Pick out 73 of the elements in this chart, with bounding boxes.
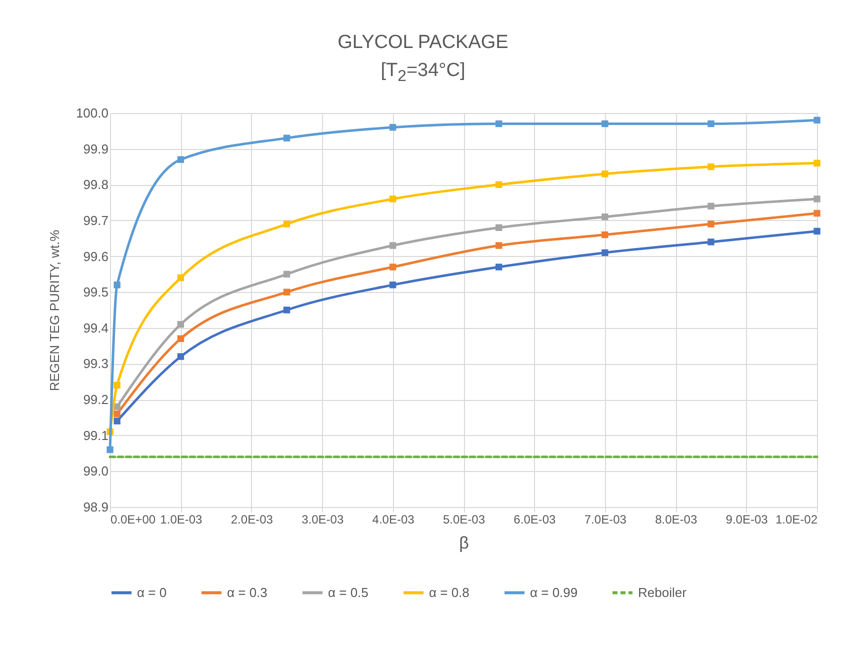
point [708,163,714,170]
point [495,120,502,128]
legend-label: α = 0.8 [429,584,470,600]
point [389,196,396,202]
point [389,124,396,131]
x-tick-label: 5.0E-03 [442,512,486,526]
point [114,382,120,389]
x-tick-label: 3.0E-03 [302,512,344,526]
point [283,270,290,278]
point [708,202,714,210]
point [389,282,396,288]
point [495,181,502,188]
point [283,306,290,314]
y-tick-label: 99.5 [83,284,108,300]
x-tick-label: 9.0E-03 [726,512,768,526]
point [602,214,608,220]
x-tick-label: 4.0E-03 [372,512,415,526]
x-tick-label: 6.0E-03 [514,512,556,526]
x-tick-label: 1.0E-03 [160,512,203,526]
point [708,238,714,246]
y-tick-label: 99.7 [83,212,108,228]
legend-label: α = 0.3 [227,584,268,600]
point [177,335,184,342]
y-tick-label: 99.8 [83,177,108,192]
y-tick-label: 99.1 [83,428,108,443]
legend-label: α = 0.99 [530,584,578,600]
x-tick-label: 1.0E-02 [775,512,818,526]
point [106,446,114,454]
point [283,288,290,296]
y-tick-label: 99.0 [83,464,108,479]
point [708,120,714,128]
point [114,418,120,424]
point [814,116,820,124]
point [177,353,184,360]
point [814,160,820,166]
legend-label: α = 0 [137,584,167,600]
point [602,231,608,238]
point [814,196,820,202]
point [177,274,184,282]
point [602,249,608,256]
point [814,228,820,235]
y-tick-label: 98.9 [83,500,108,514]
point [495,224,502,231]
chart-subtitle: [T$_{2}$=34°C] [380,60,466,86]
point [177,156,184,163]
y-tick-label: 99.6 [83,248,108,264]
point [283,220,290,228]
point [602,120,608,128]
x-tick-label: 2.0E-03 [230,512,274,526]
x-tick-label: 0.0E+00 [110,512,156,526]
y-axis-title: REGEN TEG PURITY, wt.% [46,229,62,392]
legend-label: Reboiler [638,584,688,600]
point [495,242,502,249]
point [283,134,290,142]
x-tick-label: 7.0E-03 [584,512,627,526]
point [495,264,502,270]
y-tick-label: 99.2 [83,392,108,408]
y-tick-label: 99.9 [83,141,108,156]
point [114,282,120,288]
x-tick-label: 8.0E-03 [655,512,698,526]
chart-title: GLYCOL PACKAGE [336,32,510,54]
point [814,210,820,217]
point [708,220,714,228]
y-tick-label: 100.0 [76,106,108,120]
point [177,320,184,328]
point [389,264,396,270]
point [114,410,120,418]
point [389,242,396,249]
y-tick-label: 99.4 [83,320,108,336]
x-axis-title: β [459,534,470,552]
point [602,170,608,178]
legend-label: α = 0.5 [328,584,368,600]
y-tick-label: 99.3 [83,356,108,372]
